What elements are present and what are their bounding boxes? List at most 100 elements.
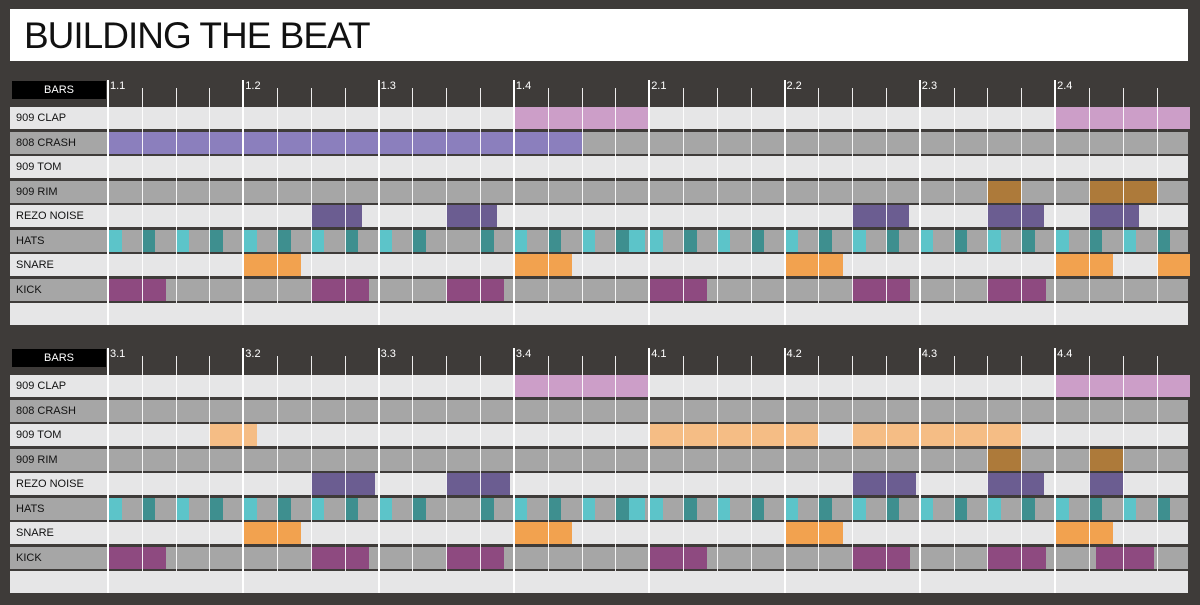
note-hats[interactable] bbox=[1021, 229, 1035, 252]
note-snare[interactable] bbox=[784, 522, 843, 544]
note-hats[interactable] bbox=[141, 497, 156, 520]
note-hats[interactable] bbox=[716, 497, 731, 520]
note-snare[interactable] bbox=[243, 522, 302, 544]
note-hats[interactable] bbox=[1088, 229, 1103, 252]
note-909-tom[interactable] bbox=[852, 424, 1022, 446]
note-kick[interactable] bbox=[987, 546, 1046, 569]
note-hats[interactable] bbox=[1055, 229, 1069, 252]
note-kick[interactable] bbox=[649, 546, 708, 569]
note-kick[interactable] bbox=[446, 546, 505, 569]
note-909-clap[interactable] bbox=[513, 375, 650, 397]
note-hats[interactable] bbox=[784, 497, 799, 520]
note-hats[interactable] bbox=[628, 497, 646, 520]
note-hats[interactable] bbox=[209, 497, 223, 520]
note-hats[interactable] bbox=[344, 229, 359, 252]
note-hats[interactable] bbox=[277, 229, 291, 252]
note-snare[interactable] bbox=[513, 522, 573, 544]
note-hats[interactable] bbox=[1122, 497, 1137, 520]
note-hats[interactable] bbox=[480, 229, 494, 252]
note-rezo-noise[interactable] bbox=[310, 205, 362, 227]
note-hats[interactable] bbox=[378, 229, 393, 252]
note-kick[interactable] bbox=[852, 546, 911, 569]
note-hats[interactable] bbox=[987, 497, 1001, 520]
note-hats[interactable] bbox=[1122, 229, 1137, 252]
note-hats[interactable] bbox=[243, 229, 257, 252]
note-909-rim[interactable] bbox=[987, 448, 1022, 471]
note-kick[interactable] bbox=[1095, 546, 1154, 569]
note-hats[interactable] bbox=[1088, 497, 1103, 520]
note-hats[interactable] bbox=[1021, 497, 1035, 520]
note-rezo-noise[interactable] bbox=[1088, 473, 1123, 495]
note-hats[interactable] bbox=[649, 229, 663, 252]
note-kick[interactable] bbox=[310, 278, 370, 301]
note-hats[interactable] bbox=[750, 229, 765, 252]
note-hats[interactable] bbox=[628, 229, 646, 252]
note-snare[interactable] bbox=[513, 254, 573, 276]
note-hats[interactable] bbox=[818, 497, 832, 520]
note-hats[interactable] bbox=[513, 229, 528, 252]
note-hats[interactable] bbox=[852, 229, 866, 252]
note-kick[interactable] bbox=[108, 278, 167, 301]
note-hats[interactable] bbox=[649, 497, 663, 520]
note-hats[interactable] bbox=[378, 497, 393, 520]
note-hats[interactable] bbox=[615, 229, 629, 252]
note-hats[interactable] bbox=[209, 229, 223, 252]
note-kick[interactable] bbox=[446, 278, 505, 301]
note-909-rim[interactable] bbox=[1088, 180, 1157, 203]
note-hats[interactable] bbox=[547, 229, 562, 252]
note-hats[interactable] bbox=[683, 497, 697, 520]
note-hats[interactable] bbox=[480, 497, 494, 520]
note-hats[interactable] bbox=[683, 229, 697, 252]
note-hats[interactable] bbox=[581, 497, 596, 520]
note-hats[interactable] bbox=[581, 229, 596, 252]
note-rezo-noise[interactable] bbox=[1088, 205, 1139, 227]
note-909-rim[interactable] bbox=[987, 180, 1022, 203]
note-snare[interactable] bbox=[1156, 254, 1191, 276]
note-909-clap[interactable] bbox=[513, 107, 650, 129]
note-hats[interactable] bbox=[784, 229, 799, 252]
note-rezo-noise[interactable] bbox=[987, 205, 1045, 227]
note-hats[interactable] bbox=[108, 229, 122, 252]
note-snare[interactable] bbox=[1055, 254, 1114, 276]
note-hats[interactable] bbox=[953, 497, 968, 520]
note-hats[interactable] bbox=[716, 229, 731, 252]
note-hats[interactable] bbox=[919, 497, 934, 520]
note-hats[interactable] bbox=[141, 229, 156, 252]
note-kick[interactable] bbox=[987, 278, 1046, 301]
note-hats[interactable] bbox=[818, 229, 832, 252]
note-hats[interactable] bbox=[108, 497, 122, 520]
note-kick[interactable] bbox=[108, 546, 167, 569]
note-snare[interactable] bbox=[1055, 522, 1114, 544]
note-hats[interactable] bbox=[513, 497, 528, 520]
note-kick[interactable] bbox=[852, 278, 911, 301]
note-909-rim[interactable] bbox=[1088, 448, 1123, 471]
note-hats[interactable] bbox=[852, 497, 866, 520]
note-rezo-noise[interactable] bbox=[310, 473, 375, 495]
note-hats[interactable] bbox=[243, 497, 257, 520]
note-rezo-noise[interactable] bbox=[446, 473, 510, 495]
note-hats[interactable] bbox=[412, 229, 426, 252]
note-hats[interactable] bbox=[919, 229, 934, 252]
note-rezo-noise[interactable] bbox=[852, 473, 916, 495]
note-909-tom[interactable] bbox=[209, 424, 257, 446]
note-hats[interactable] bbox=[175, 497, 190, 520]
note-hats[interactable] bbox=[885, 229, 900, 252]
note-hats[interactable] bbox=[953, 229, 968, 252]
note-hats[interactable] bbox=[310, 497, 325, 520]
note-kick[interactable] bbox=[310, 546, 370, 569]
note-hats[interactable] bbox=[1156, 229, 1171, 252]
note-hats[interactable] bbox=[344, 497, 359, 520]
note-hats[interactable] bbox=[547, 497, 562, 520]
note-rezo-noise[interactable] bbox=[987, 473, 1045, 495]
note-909-tom[interactable] bbox=[649, 424, 819, 446]
note-hats[interactable] bbox=[175, 229, 190, 252]
note-rezo-noise[interactable] bbox=[852, 205, 909, 227]
note-hats[interactable] bbox=[987, 229, 1001, 252]
note-rezo-noise[interactable] bbox=[446, 205, 497, 227]
note-snare[interactable] bbox=[784, 254, 843, 276]
note-hats[interactable] bbox=[310, 229, 325, 252]
note-kick[interactable] bbox=[649, 278, 708, 301]
note-snare[interactable] bbox=[243, 254, 302, 276]
note-hats[interactable] bbox=[615, 497, 629, 520]
note-hats[interactable] bbox=[1055, 497, 1069, 520]
